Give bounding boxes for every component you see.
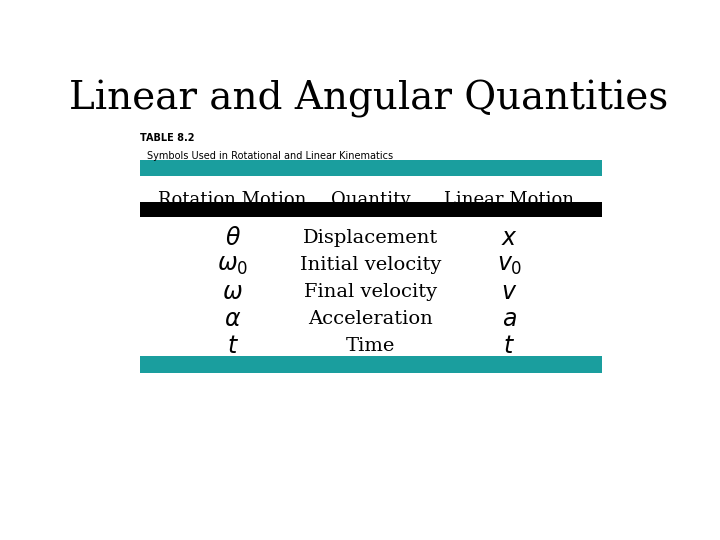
Text: $\alpha$: $\alpha$: [224, 307, 241, 331]
Text: TABLE 8.2: TABLE 8.2: [140, 133, 195, 143]
Text: $\omega_0$: $\omega_0$: [217, 253, 248, 277]
Text: Final velocity: Final velocity: [305, 283, 438, 301]
Text: Time: Time: [346, 337, 395, 355]
Text: Quantity: Quantity: [331, 191, 410, 208]
Text: $\omega$: $\omega$: [222, 280, 243, 304]
Text: Rotation Motion: Rotation Motion: [158, 191, 307, 208]
Bar: [140, 159, 601, 177]
Bar: [140, 356, 601, 373]
Text: Acceleration: Acceleration: [309, 310, 433, 328]
Bar: [140, 202, 601, 217]
Text: Linear Motion: Linear Motion: [444, 191, 575, 208]
Text: $\theta$: $\theta$: [225, 226, 240, 250]
Text: $v_0$: $v_0$: [497, 253, 522, 277]
Text: Symbols Used in Rotational and Linear Kinematics: Symbols Used in Rotational and Linear Ki…: [147, 151, 392, 161]
Text: Initial velocity: Initial velocity: [300, 256, 441, 274]
Text: $x$: $x$: [501, 226, 518, 250]
Text: $v$: $v$: [501, 280, 518, 304]
Text: $t$: $t$: [503, 334, 516, 358]
Text: Linear and Angular Quantities: Linear and Angular Quantities: [69, 80, 669, 118]
Text: Displacement: Displacement: [303, 229, 438, 247]
Text: $t$: $t$: [227, 334, 238, 358]
Text: $a$: $a$: [502, 307, 517, 331]
